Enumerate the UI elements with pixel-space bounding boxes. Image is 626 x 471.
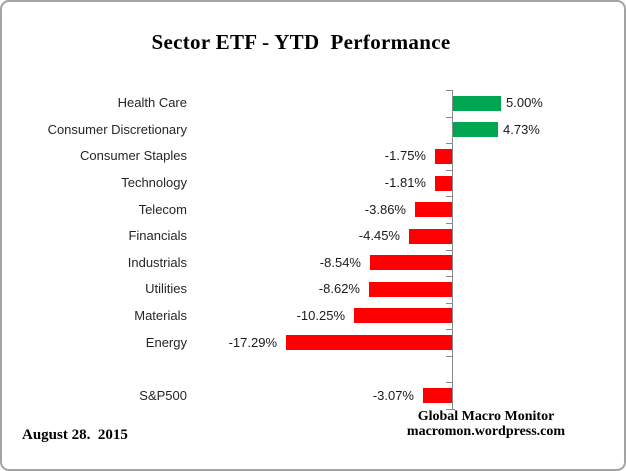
bar-negative-s-p500 — [423, 388, 452, 403]
category-label-telecom: Telecom — [138, 202, 187, 217]
tick-mark — [446, 223, 452, 224]
tick-mark — [446, 329, 452, 330]
value-label: -3.86% — [364, 202, 406, 217]
category-label-industrials: Industrials — [127, 255, 187, 270]
tick-mark — [446, 143, 452, 144]
bar-negative-technology — [435, 176, 452, 191]
bar-negative-utilities — [369, 282, 452, 297]
tick-mark — [446, 303, 452, 304]
value-axis-line — [452, 90, 453, 409]
tick-mark — [446, 90, 452, 91]
tick-mark — [446, 117, 452, 118]
bar-positive-consumer-discretionary — [453, 122, 498, 137]
source-url: macromon.wordpress.com — [406, 423, 566, 439]
tick-mark — [446, 356, 452, 357]
value-label: 4.73% — [503, 122, 540, 137]
tick-mark — [446, 170, 452, 171]
bar-positive-health-care — [453, 96, 501, 111]
category-label-utilities: Utilities — [145, 281, 187, 296]
value-label: -4.45% — [358, 228, 400, 243]
value-label: -8.54% — [319, 255, 361, 270]
category-label-technology: Technology — [121, 175, 187, 190]
value-label: -1.75% — [384, 148, 426, 163]
source-attribution: Global Macro Monitor macromon.wordpress.… — [374, 409, 598, 439]
bar-negative-financials — [409, 229, 452, 244]
bar-negative-materials — [354, 308, 452, 323]
bar-negative-energy — [286, 335, 452, 350]
tick-mark — [446, 382, 452, 383]
bar-negative-industrials — [370, 255, 452, 270]
date-label: August 28. 2015 — [22, 427, 128, 443]
tick-mark — [446, 250, 452, 251]
value-label: -8.62% — [318, 281, 360, 296]
value-label: -17.29% — [228, 335, 277, 350]
category-label-consumer-discretionary: Consumer Discretionary — [47, 122, 187, 137]
category-label-blank — [10, 361, 187, 377]
value-label: -1.81% — [384, 175, 426, 190]
category-label-health-care: Health Care — [117, 95, 187, 110]
tick-mark — [446, 276, 452, 277]
source-name: Global Macro Monitor — [417, 409, 555, 424]
value-label: -3.07% — [372, 388, 414, 403]
value-label: 5.00% — [506, 95, 543, 110]
bar-negative-consumer-staples — [435, 149, 452, 164]
category-label-s-p500: S&P500 — [139, 388, 187, 403]
chart-title: Sector ETF - YTD Performance — [151, 30, 451, 54]
tick-mark — [446, 196, 452, 197]
tick-mark — [446, 409, 455, 410]
bar-negative-telecom — [415, 202, 452, 217]
value-label: -10.25% — [296, 308, 345, 323]
category-label-financials: Financials — [128, 228, 187, 243]
category-label-materials: Materials — [134, 308, 187, 323]
category-label-consumer-staples: Consumer Staples — [80, 148, 187, 163]
category-label-energy: Energy — [145, 335, 187, 350]
